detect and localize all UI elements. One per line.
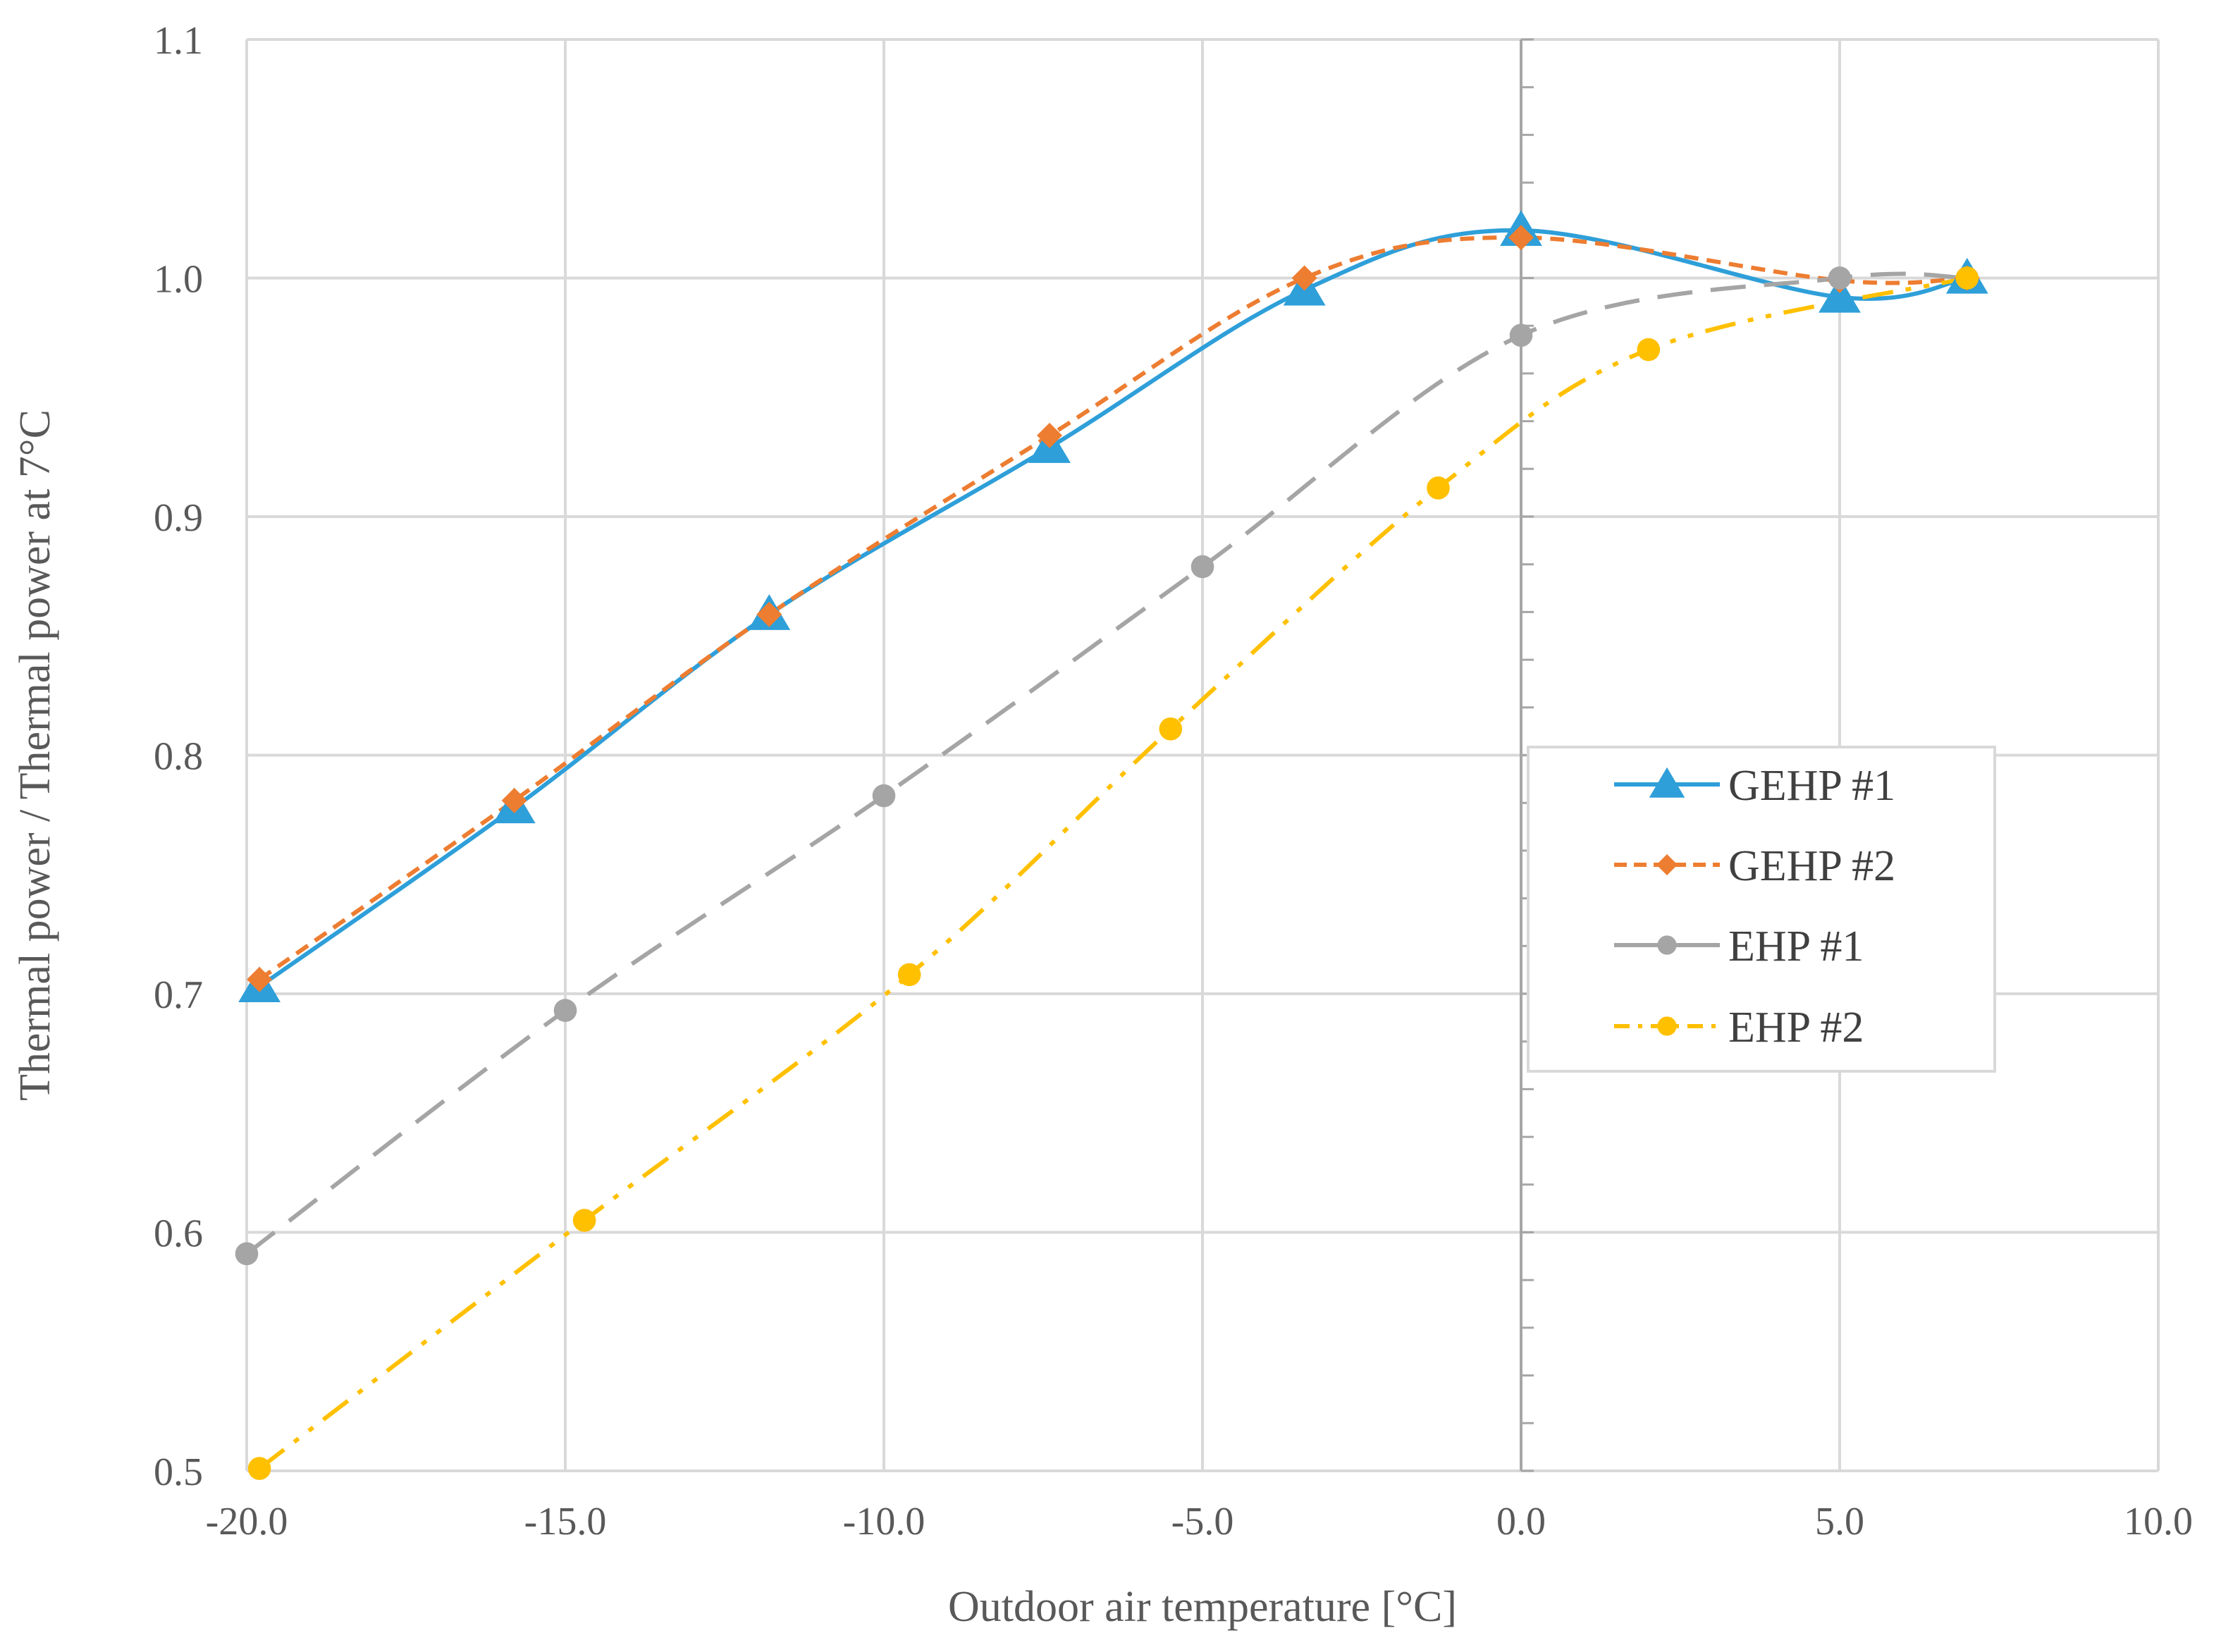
data-point-gehp-2 — [1037, 422, 1063, 448]
y-tick-label: 0.5 — [154, 1450, 203, 1494]
x-tick-label: -10.0 — [843, 1500, 925, 1543]
y-tick-label: 0.8 — [154, 735, 203, 779]
y-tick-label: 1.0 — [154, 258, 203, 302]
series-line-ehp-1 — [245, 271, 1967, 1256]
data-point-ehp-2 — [247, 1457, 271, 1480]
x-tick-label: 5.0 — [1815, 1500, 1864, 1543]
legend-marker-gehp-1 — [1649, 767, 1685, 798]
data-point-gehp-2 — [501, 787, 527, 813]
data-point-ehp-2 — [1955, 266, 1979, 290]
series-line-gehp-2 — [258, 235, 1967, 982]
axes: -20.0 -15.0 -10.0 -5.0 0.0 5.0 10.0 0.5 0.6 0.7 0.… — [154, 19, 2193, 1543]
data-point-gehp-2 — [1508, 224, 1534, 250]
x-axis-title: Outdoor air temperature [°C] — [948, 1583, 1457, 1631]
data-point-ehp-2 — [897, 963, 921, 987]
y-axis-title: Thermal power / Thermal power at 7°C — [11, 409, 59, 1101]
legend-label-ehp-2: EHP #2 — [1728, 1004, 1864, 1052]
x-tick-label: 10.0 — [2124, 1500, 2193, 1543]
y-tick-label: 0.9 — [154, 496, 203, 540]
y-tick-label: 0.6 — [154, 1212, 203, 1256]
legend-label-ehp-1: EHP #1 — [1728, 923, 1864, 970]
x-tick-label: -5.0 — [1171, 1500, 1234, 1543]
data-point-gehp-2 — [1291, 265, 1317, 291]
data-point-gehp-1 — [1819, 276, 1861, 313]
data-point-ehp-1 — [1509, 323, 1533, 347]
data-point-ehp-2 — [572, 1209, 596, 1232]
plot-area — [235, 210, 1988, 1480]
legend-marker-ehp-1 — [1657, 935, 1677, 955]
x-tick-label: -20.0 — [206, 1500, 288, 1543]
data-point-ehp-2 — [1637, 338, 1661, 362]
data-point-gehp-2 — [756, 601, 782, 627]
y-tick-label: 1.1 — [154, 19, 203, 63]
data-point-ehp-1 — [553, 999, 577, 1023]
data-point-ehp-1 — [235, 1242, 259, 1266]
legend-label-gehp-2: GEHP #2 — [1728, 842, 1895, 890]
legend: GEHP #1 GEHP #2 EHP #1 EHP #2 — [1527, 746, 1996, 1073]
legend-box — [1527, 746, 1996, 1073]
legend-marker-ehp-2 — [1657, 1016, 1677, 1036]
data-point-ehp-1 — [1191, 555, 1214, 579]
legend-label-gehp-1: GEHP #1 — [1728, 762, 1895, 810]
x-tick-label: -15.0 — [524, 1500, 607, 1543]
data-point-ehp-2 — [1427, 476, 1450, 500]
legend-marker-gehp-2 — [1656, 854, 1678, 875]
series-line-gehp-1 — [258, 228, 1968, 989]
y-tick-label: 0.7 — [154, 973, 203, 1017]
x-tick-label: 0.0 — [1496, 1500, 1546, 1543]
data-point-ehp-1 — [872, 784, 896, 808]
data-point-gehp-2 — [247, 966, 273, 992]
data-point-ehp-2 — [1159, 717, 1183, 741]
data-point-ehp-1 — [1828, 266, 1852, 290]
